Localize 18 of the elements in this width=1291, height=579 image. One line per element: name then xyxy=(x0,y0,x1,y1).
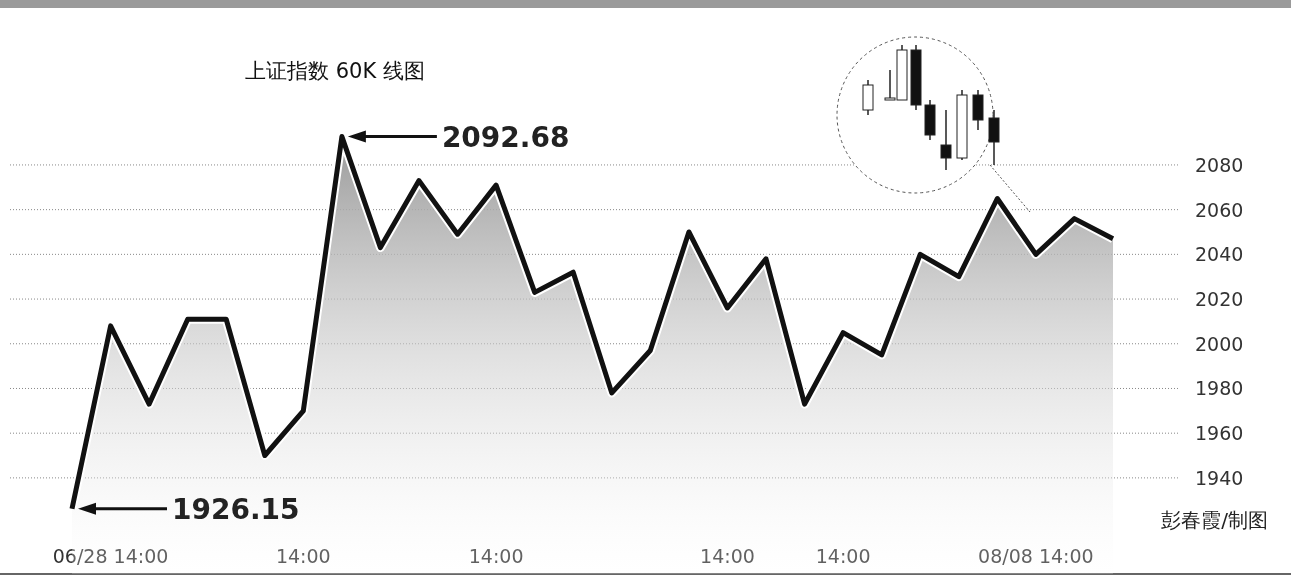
text: 彭春霞/制图 xyxy=(1161,508,1268,532)
x-tick-label: 08/08 14:00 xyxy=(978,545,1094,567)
x-tick-label: 06/28 14:00 xyxy=(52,545,169,567)
y-tick-label: 2080 xyxy=(1195,153,1244,176)
x-tick-label: 14:00 xyxy=(815,545,871,567)
x-tick-label: 14:00 xyxy=(468,545,524,567)
y-tick-label: 1940 xyxy=(1195,466,1244,489)
x-tick-label: 14:00 xyxy=(275,545,331,567)
x-tick-label: 14:00 xyxy=(700,545,755,567)
y-tick-label: 2040 xyxy=(1195,243,1244,266)
text: 上证指数 60K 线图 xyxy=(245,59,425,83)
y-tick-label: 1960 xyxy=(1195,422,1244,445)
y-tick-label: 2020 xyxy=(1195,288,1244,311)
y-tick-label: 1980 xyxy=(1195,377,1244,400)
y-tick-label: 2000 xyxy=(1195,332,1244,355)
annotation: 2092.68 xyxy=(441,120,570,154)
annotation: 1926.15 xyxy=(172,492,300,526)
y-tick-label: 2060 xyxy=(1195,198,1244,221)
